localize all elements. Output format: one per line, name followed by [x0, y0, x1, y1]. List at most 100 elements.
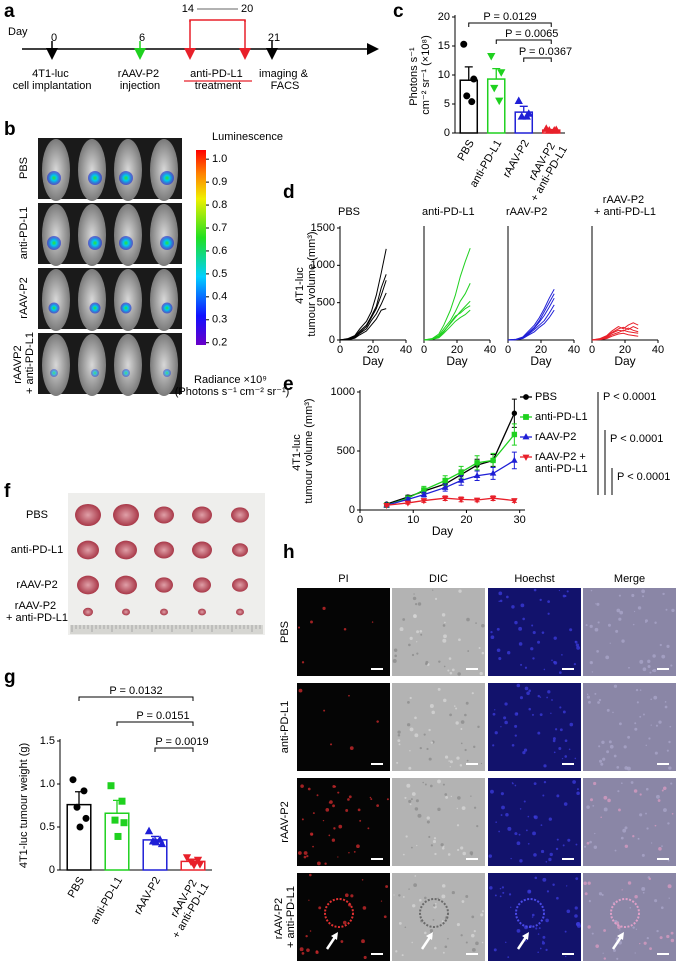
micrograph-texture: [650, 698, 653, 701]
micrograph-texture: [479, 671, 483, 676]
marker: [404, 500, 412, 507]
micrograph-texture: [523, 800, 526, 803]
arrow-head: [426, 932, 433, 940]
micrograph-texture: [460, 742, 463, 745]
micrograph-texture: [554, 728, 558, 731]
micrograph-texture: [481, 910, 485, 913]
micrograph-texture: [462, 851, 467, 856]
luminescence-signal: [161, 302, 173, 314]
tumour: [193, 577, 211, 593]
micrograph-texture: [424, 783, 427, 786]
significance-bracket: [523, 57, 552, 62]
micrograph-texture: [632, 926, 635, 929]
mouse: [150, 269, 178, 331]
micrograph-texture: [419, 746, 422, 750]
micrograph-texture: [340, 940, 344, 943]
micrograph-texture: [504, 720, 508, 725]
micrograph: [297, 778, 390, 866]
micrograph-texture: [514, 784, 517, 787]
micrograph-texture: [641, 589, 646, 594]
micrograph-texture: [523, 748, 528, 752]
mouse: [78, 139, 106, 201]
micrograph-texture: [470, 795, 472, 797]
micrograph-texture: [310, 620, 313, 624]
micrograph-texture: [337, 791, 340, 794]
micrograph-texture: [619, 929, 621, 931]
micrograph-texture: [631, 593, 635, 598]
timeline-event: imaging & FACS: [259, 68, 311, 92]
micrograph: [583, 778, 676, 866]
micrograph-texture: [344, 893, 349, 898]
timeline-event: 4T1-luc cell implantation: [13, 68, 92, 92]
micrograph-texture: [531, 913, 535, 917]
marker: [511, 456, 518, 463]
micrograph-texture: [601, 893, 604, 897]
micrograph-texture: [655, 794, 660, 799]
micrograph-texture: [406, 723, 411, 727]
micrograph-texture: [524, 686, 529, 691]
micrograph-texture: [644, 619, 648, 623]
micrograph-texture: [448, 760, 450, 762]
marker: [468, 98, 476, 106]
micrograph-texture: [663, 808, 667, 812]
micrograph-texture: [636, 701, 639, 704]
micrograph-texture: [642, 891, 645, 894]
micrograph-texture: [465, 895, 469, 898]
p-value: P = 0.0151: [136, 710, 189, 722]
marker: [193, 856, 203, 865]
luminescence-signal: [47, 236, 61, 250]
micrograph-texture: [613, 949, 617, 952]
micrograph-texture: [588, 700, 591, 704]
micrograph-texture: [477, 725, 480, 729]
tumour: [198, 608, 206, 616]
micrograph-texture: [563, 802, 568, 806]
micrograph-texture: [552, 883, 555, 886]
micrograph-texture: [553, 751, 556, 754]
micrograph-texture: [490, 635, 495, 640]
micrograph-texture: [460, 728, 463, 731]
micrograph-texture: [522, 617, 525, 621]
micrograph-texture: [533, 853, 537, 857]
micrograph-texture: [586, 693, 589, 696]
micrograph-texture: [329, 743, 333, 746]
error-bar: [519, 105, 528, 113]
micrograph-texture: [603, 957, 607, 960]
marker: [114, 832, 122, 840]
micrograph-texture: [600, 816, 602, 819]
micrograph-texture: [606, 750, 610, 754]
micrograph-texture: [498, 830, 500, 833]
micrograph: [488, 683, 581, 771]
marker: [490, 457, 496, 464]
micrograph-texture: [338, 824, 343, 829]
micrograph-texture: [480, 762, 483, 765]
micrograph-texture: [627, 735, 631, 739]
micrograph-texture: [398, 743, 401, 746]
mouse: [78, 204, 106, 266]
micrograph-texture: [393, 648, 398, 652]
micrograph: [488, 778, 581, 866]
micrograph-texture: [508, 893, 512, 896]
mouse: [114, 139, 142, 201]
micrograph-texture: [324, 862, 327, 865]
micrograph-texture: [653, 695, 658, 700]
micrograph-texture: [309, 930, 312, 932]
colorbar-tick-label: 0.6: [212, 245, 227, 257]
y-tick-label: 1000: [311, 259, 335, 271]
micrograph-texture: [414, 733, 419, 738]
micrograph-texture: [408, 799, 412, 804]
micrograph-texture: [432, 589, 434, 591]
micrograph-texture: [420, 633, 423, 636]
micrograph-texture: [588, 899, 592, 903]
micrograph-texture: [442, 624, 446, 627]
micrograph-texture: [300, 784, 304, 788]
micrograph-texture: [409, 803, 412, 806]
micrograph-texture: [595, 944, 600, 948]
tumour: [75, 503, 101, 527]
micrograph-texture: [413, 883, 418, 888]
micrograph-texture: [540, 849, 545, 854]
micrograph-texture: [551, 659, 553, 662]
micrograph-texture: [583, 881, 587, 886]
micrograph-texture: [322, 819, 325, 822]
micrograph-texture: [331, 838, 336, 842]
